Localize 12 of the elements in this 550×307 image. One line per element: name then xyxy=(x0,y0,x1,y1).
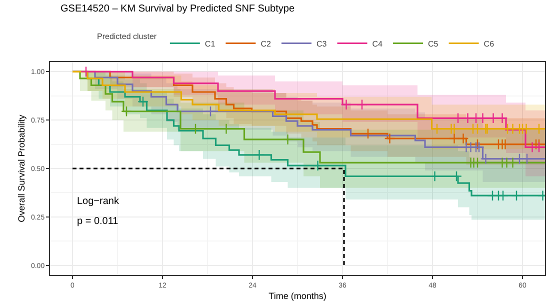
legend-label: C2 xyxy=(260,39,272,48)
x-axis-title: Time (months) xyxy=(268,291,326,302)
chart-title: GSE14520 – KM Survival by Predicted SNF Subtype xyxy=(60,4,295,15)
y-axis-title: Overall Survival Probability xyxy=(16,114,26,222)
legend-label: C6 xyxy=(484,39,495,48)
legend-title: Predicted cluster xyxy=(97,32,157,42)
legend-label: C3 xyxy=(316,39,328,48)
legend-label: C5 xyxy=(428,39,439,48)
legend-label: C4 xyxy=(372,39,384,48)
annotation: Log−rank xyxy=(77,196,120,207)
legend-label: C1 xyxy=(204,39,216,48)
annotation: p = 0.011 xyxy=(77,216,119,227)
